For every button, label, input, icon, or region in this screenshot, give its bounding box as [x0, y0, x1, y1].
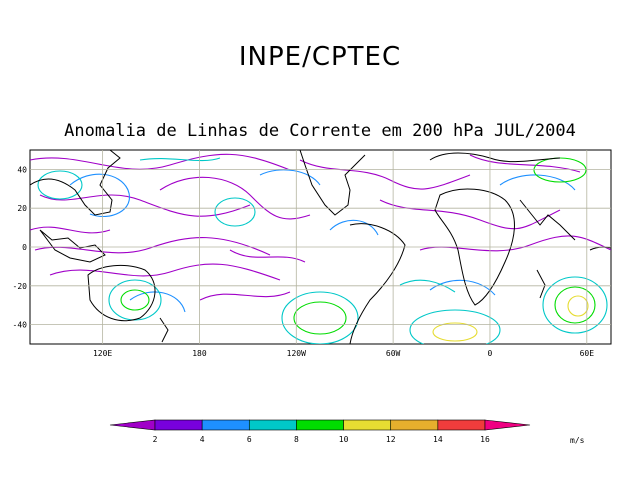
lat-ticks: 40 20 0 -20 -40 [13, 165, 28, 329]
lat-tick-label: 20 [17, 204, 27, 213]
colorbar-segment [437, 419, 486, 431]
colorbar-label: 8 [294, 435, 299, 444]
lon-tick-label: 120W [287, 349, 306, 358]
colorbar-arrow-left [109, 419, 156, 431]
colorbar-segment [154, 419, 203, 431]
streamline-map: 40 20 0 -20 -40 120E 180 120W 60W 0 60E [13, 149, 612, 358]
colorbar-label: 6 [247, 435, 252, 444]
colorbar-segment [390, 419, 439, 431]
colorbar: 2 4 6 8 10 12 14 16 [109, 419, 531, 444]
colorbar-segment [201, 419, 250, 431]
lat-tick-label: 40 [17, 165, 27, 174]
colorbar-unit: m/s [570, 436, 585, 445]
lat-tick-label: -40 [13, 321, 28, 330]
colorbar-arrow-right [484, 419, 531, 431]
streamlines-green [120, 157, 596, 335]
colorbar-label: 12 [386, 435, 396, 444]
gridlines [30, 150, 611, 344]
colorbar-segment [248, 419, 297, 431]
lon-tick-label: 0 [488, 349, 493, 358]
colorbar-segment [343, 419, 392, 431]
map-subtitle: Anomalia de Linhas de Corrente em 200 hP… [64, 121, 576, 141]
coastlines [30, 150, 611, 344]
lat-tick-label: 0 [22, 243, 27, 252]
lon-ticks: 120E 180 120W 60W 0 60E [93, 349, 594, 358]
lon-tick-label: 120E [93, 349, 112, 358]
streamlines-cyan [37, 157, 608, 344]
lon-tick-label: 60E [580, 349, 595, 358]
colorbar-segment [296, 419, 344, 431]
streamlines-blue [69, 169, 576, 313]
lon-tick-label: 60W [386, 349, 401, 358]
map-title: INPE/CPTEC [238, 42, 402, 72]
colorbar-label: 4 [200, 435, 205, 444]
lon-tick-label: 180 [192, 349, 207, 358]
lat-tick-label: -20 [13, 282, 28, 291]
streamlines-purple [30, 153, 611, 301]
colorbar-label: 10 [339, 435, 349, 444]
streamlines-yellow [432, 295, 589, 342]
colorbar-label: 16 [480, 435, 490, 444]
colorbar-label: 14 [433, 435, 443, 444]
colorbar-label: 2 [153, 435, 158, 444]
